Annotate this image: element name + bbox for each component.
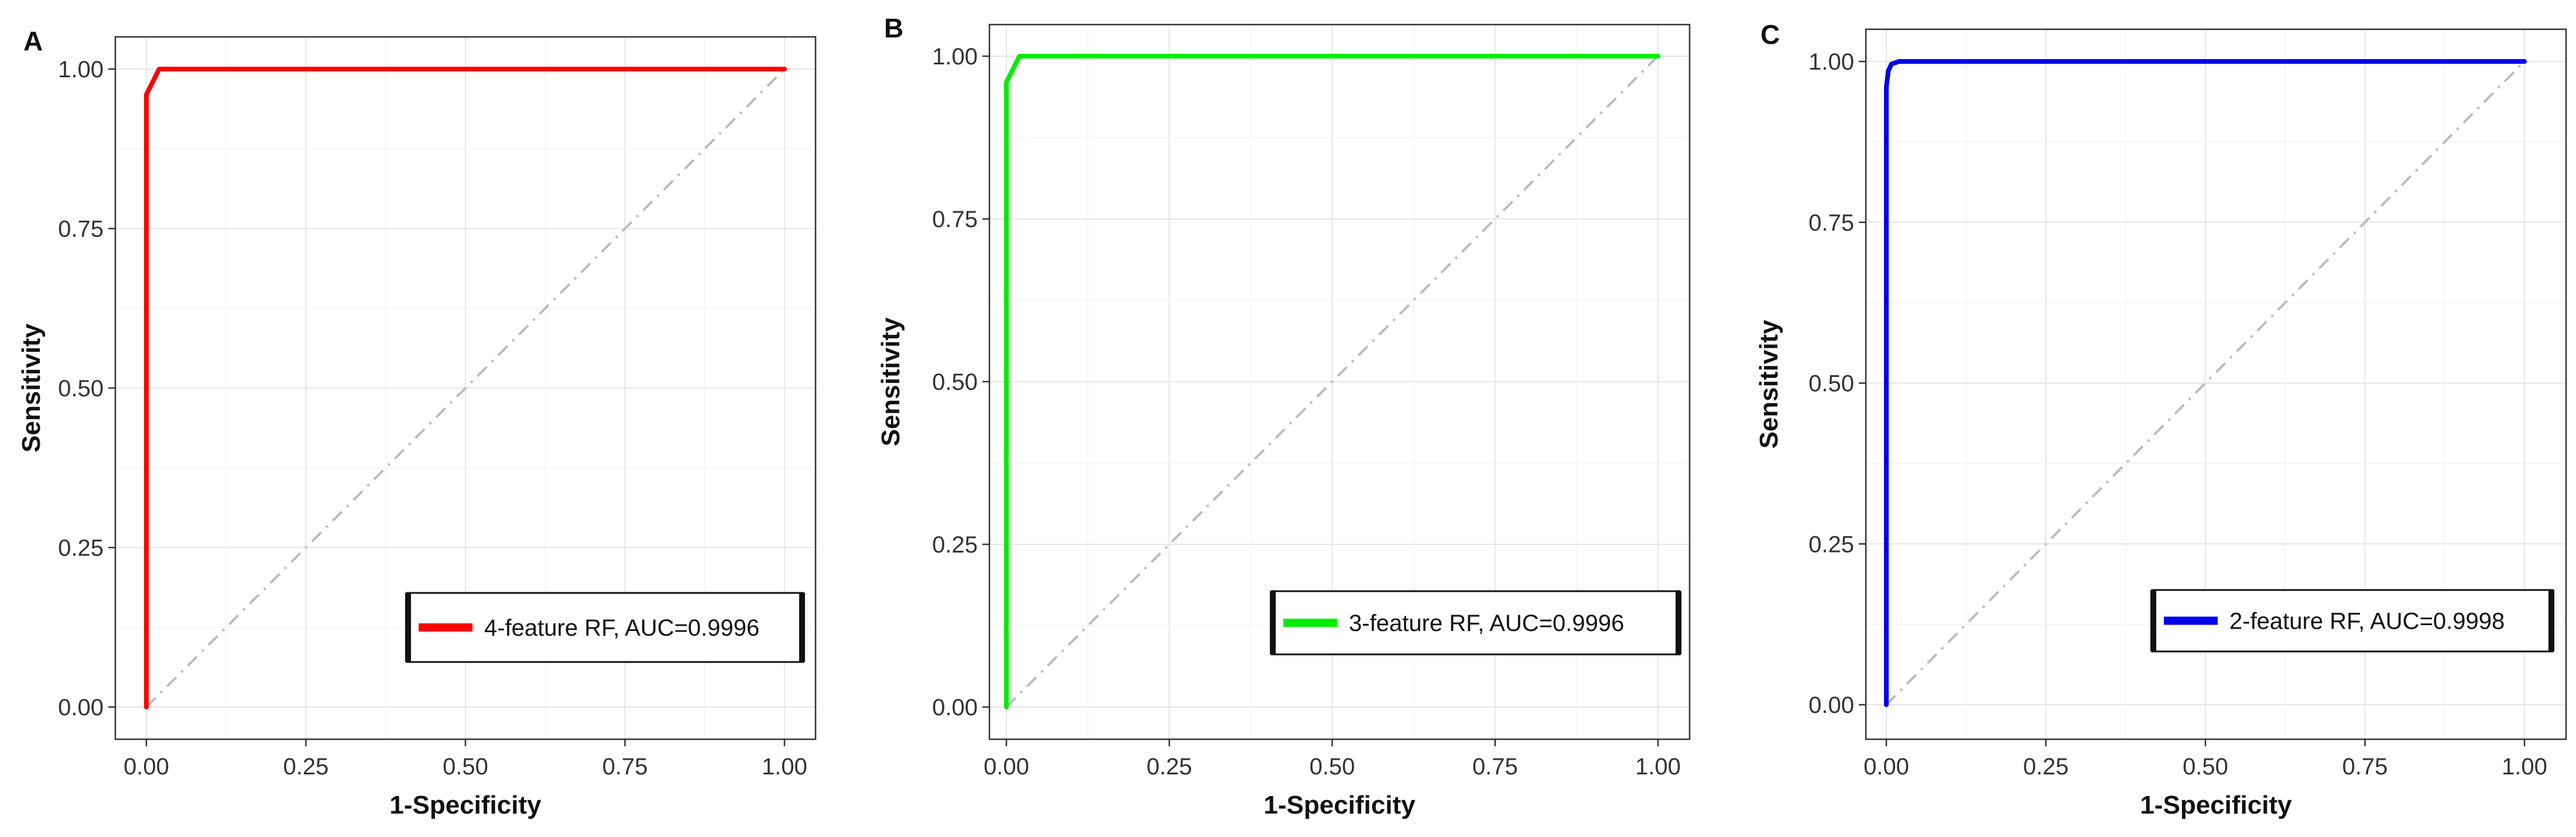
y-tick-label: 0.75 bbox=[58, 217, 104, 242]
chart-panel-c: 0.00 0.25 0.50 0.75 1.00 0.00 0.25 0.50 0.75 1.00… bbox=[1755, 19, 2567, 819]
legend-label: 3-feature RF, AUC=0.9996 bbox=[1349, 610, 1624, 636]
x-tick-label: 0.75 bbox=[2342, 754, 2388, 780]
chart-panel-b: 0.00 0.25 0.50 0.75 1.00 0.00 0.25 0.50 0.75 1.00… bbox=[876, 13, 1691, 819]
legend: 2-feature RF, AUC=0.9998 bbox=[2150, 589, 2554, 653]
x-axis-title: 1-Specificity bbox=[1263, 791, 1416, 819]
legend: 3-feature RF, AUC=0.9996 bbox=[1270, 590, 1681, 656]
legend: 4-feature RF, AUC=0.9996 bbox=[405, 592, 805, 663]
x-tick-label: 0.75 bbox=[1472, 754, 1518, 780]
y-tick-label: 0.00 bbox=[932, 695, 978, 721]
x-tick-label: 0.00 bbox=[984, 754, 1029, 780]
roc-curve bbox=[1004, 54, 1660, 709]
legend-label: 4-feature RF, AUC=0.9996 bbox=[484, 615, 759, 641]
x-tick-label: 0.00 bbox=[124, 754, 169, 780]
y-tick-label: 1.00 bbox=[58, 57, 104, 83]
roc-curve bbox=[144, 67, 787, 709]
x-tick-label: 0.25 bbox=[2023, 754, 2069, 780]
x-axis-title: 1-Specificity bbox=[2140, 791, 2292, 819]
y-axis-title: Sensitivity bbox=[1755, 320, 1783, 449]
x-tick-label: 0.25 bbox=[283, 754, 329, 780]
y-axis-title: Sensitivity bbox=[876, 317, 905, 447]
y-tick-label: 0.25 bbox=[932, 532, 978, 558]
y-tick-label: 0.00 bbox=[1808, 692, 1854, 718]
y-tick-label: 0.75 bbox=[1808, 210, 1854, 236]
y-tick-label: 0.50 bbox=[58, 376, 104, 402]
legend-label: 2-feature RF, AUC=0.9998 bbox=[2229, 609, 2505, 634]
x-tick-label: 1.00 bbox=[762, 754, 807, 780]
x-tick-label: 0.50 bbox=[2183, 754, 2228, 780]
reference-diagonal bbox=[1885, 60, 2526, 706]
x-tick-label: 1.00 bbox=[2502, 754, 2547, 780]
plot-frame bbox=[1865, 28, 2567, 740]
roc-curve bbox=[1884, 59, 2527, 707]
y-tick-label: 1.00 bbox=[1808, 49, 1854, 75]
x-axis-title: 1-Specificity bbox=[389, 791, 542, 819]
y-tick-label: 0.25 bbox=[1808, 531, 1854, 557]
panel-label: B bbox=[884, 13, 903, 43]
y-tick-label: 0.75 bbox=[932, 207, 978, 232]
x-tick-label: 0.50 bbox=[1310, 754, 1355, 780]
reference-diagonal bbox=[1005, 55, 1659, 708]
y-tick-label: 0.00 bbox=[58, 695, 104, 721]
x-tick-label: 0.75 bbox=[602, 754, 648, 780]
legend-box bbox=[1270, 590, 1681, 656]
y-tick-label: 0.50 bbox=[1808, 371, 1854, 397]
x-tick-label: 1.00 bbox=[1635, 754, 1681, 780]
x-tick-label: 0.25 bbox=[1146, 754, 1192, 780]
y-tick-label: 0.25 bbox=[58, 536, 104, 561]
legend-box bbox=[2151, 589, 2554, 653]
y-tick-label: 0.50 bbox=[932, 369, 978, 395]
y-tick-label: 1.00 bbox=[932, 44, 978, 70]
panel-label: A bbox=[23, 26, 43, 56]
panel-label: C bbox=[1760, 19, 1780, 50]
x-tick-label: 0.50 bbox=[443, 754, 488, 780]
reference-diagonal bbox=[145, 68, 786, 708]
chart-panel-a: 0.00 0.25 0.50 0.75 1.00 0.00 0.25 0.50 0.75 1.00… bbox=[17, 26, 817, 819]
y-axis-title: Sensitivity bbox=[17, 323, 46, 452]
x-tick-label: 0.00 bbox=[1864, 754, 1909, 780]
